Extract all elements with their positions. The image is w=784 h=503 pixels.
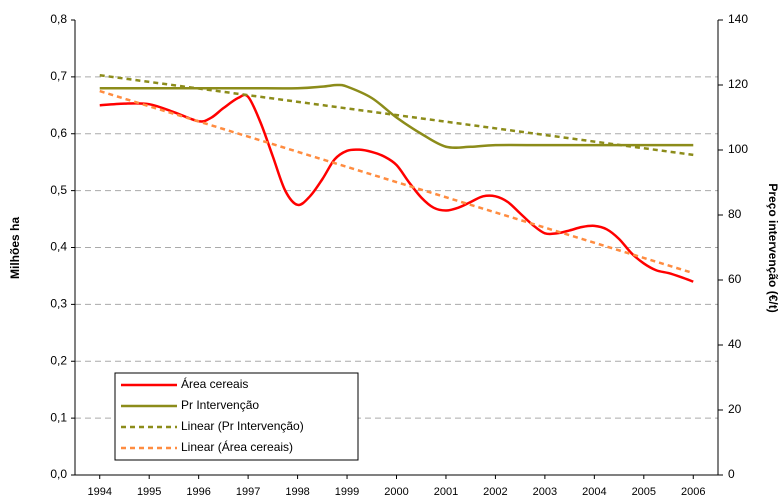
x-tick-label: 2002 [483,486,507,498]
y-tick-label: 0,2 [50,353,67,367]
series-line [99,89,694,275]
x-tick-label: 2001 [434,486,458,498]
y-axis-title: Milhões ha [8,217,22,279]
y2-tick-label: 60 [728,272,742,286]
legend [114,372,359,461]
x-tick-label: 2000 [384,486,408,498]
x-tick-label: 1998 [285,486,309,498]
y-tick-label: 0,6 [50,126,67,140]
x-tick-label: 2005 [632,486,656,498]
y2-tick-label: 40 [728,337,742,351]
y-tick-label: 0,3 [50,297,67,311]
y2-tick-label: 0 [728,467,735,481]
y-tick-label: 0,4 [50,240,67,254]
x-tick-label: 1994 [87,486,111,498]
y2-tick-label: 20 [728,402,742,416]
y-tick-label: 0,7 [50,69,67,83]
legend-label: Área cereais [181,376,248,391]
x-tick-label: 1997 [236,486,260,498]
y-tick-label: 0,0 [50,467,67,481]
y2-tick-label: 100 [728,142,748,156]
x-tick-label: 1999 [335,486,359,498]
y2-tick-label: 140 [728,12,748,26]
series-line [99,93,694,283]
legend-label: Pr Intervenção [181,398,259,412]
series-line [99,83,694,150]
y2-tick-label: 80 [728,207,742,221]
y2-axis-title: Preço intervenção (€/t) [766,183,780,312]
x-tick-label: 2003 [533,486,557,498]
x-tick-label: 1996 [186,486,210,498]
x-tick-label: 1995 [137,486,161,498]
x-tick-label: 2004 [582,486,606,498]
y-tick-label: 0,8 [50,12,67,26]
legend-label: Linear (Área cereais) [181,439,293,454]
y-tick-label: 0,1 [50,410,67,424]
y2-tick-label: 120 [728,77,748,91]
series-line [99,74,694,157]
legend-label: Linear (Pr Intervenção) [181,419,304,433]
y-tick-label: 0,5 [50,183,67,197]
x-tick-label: 2006 [681,486,705,498]
